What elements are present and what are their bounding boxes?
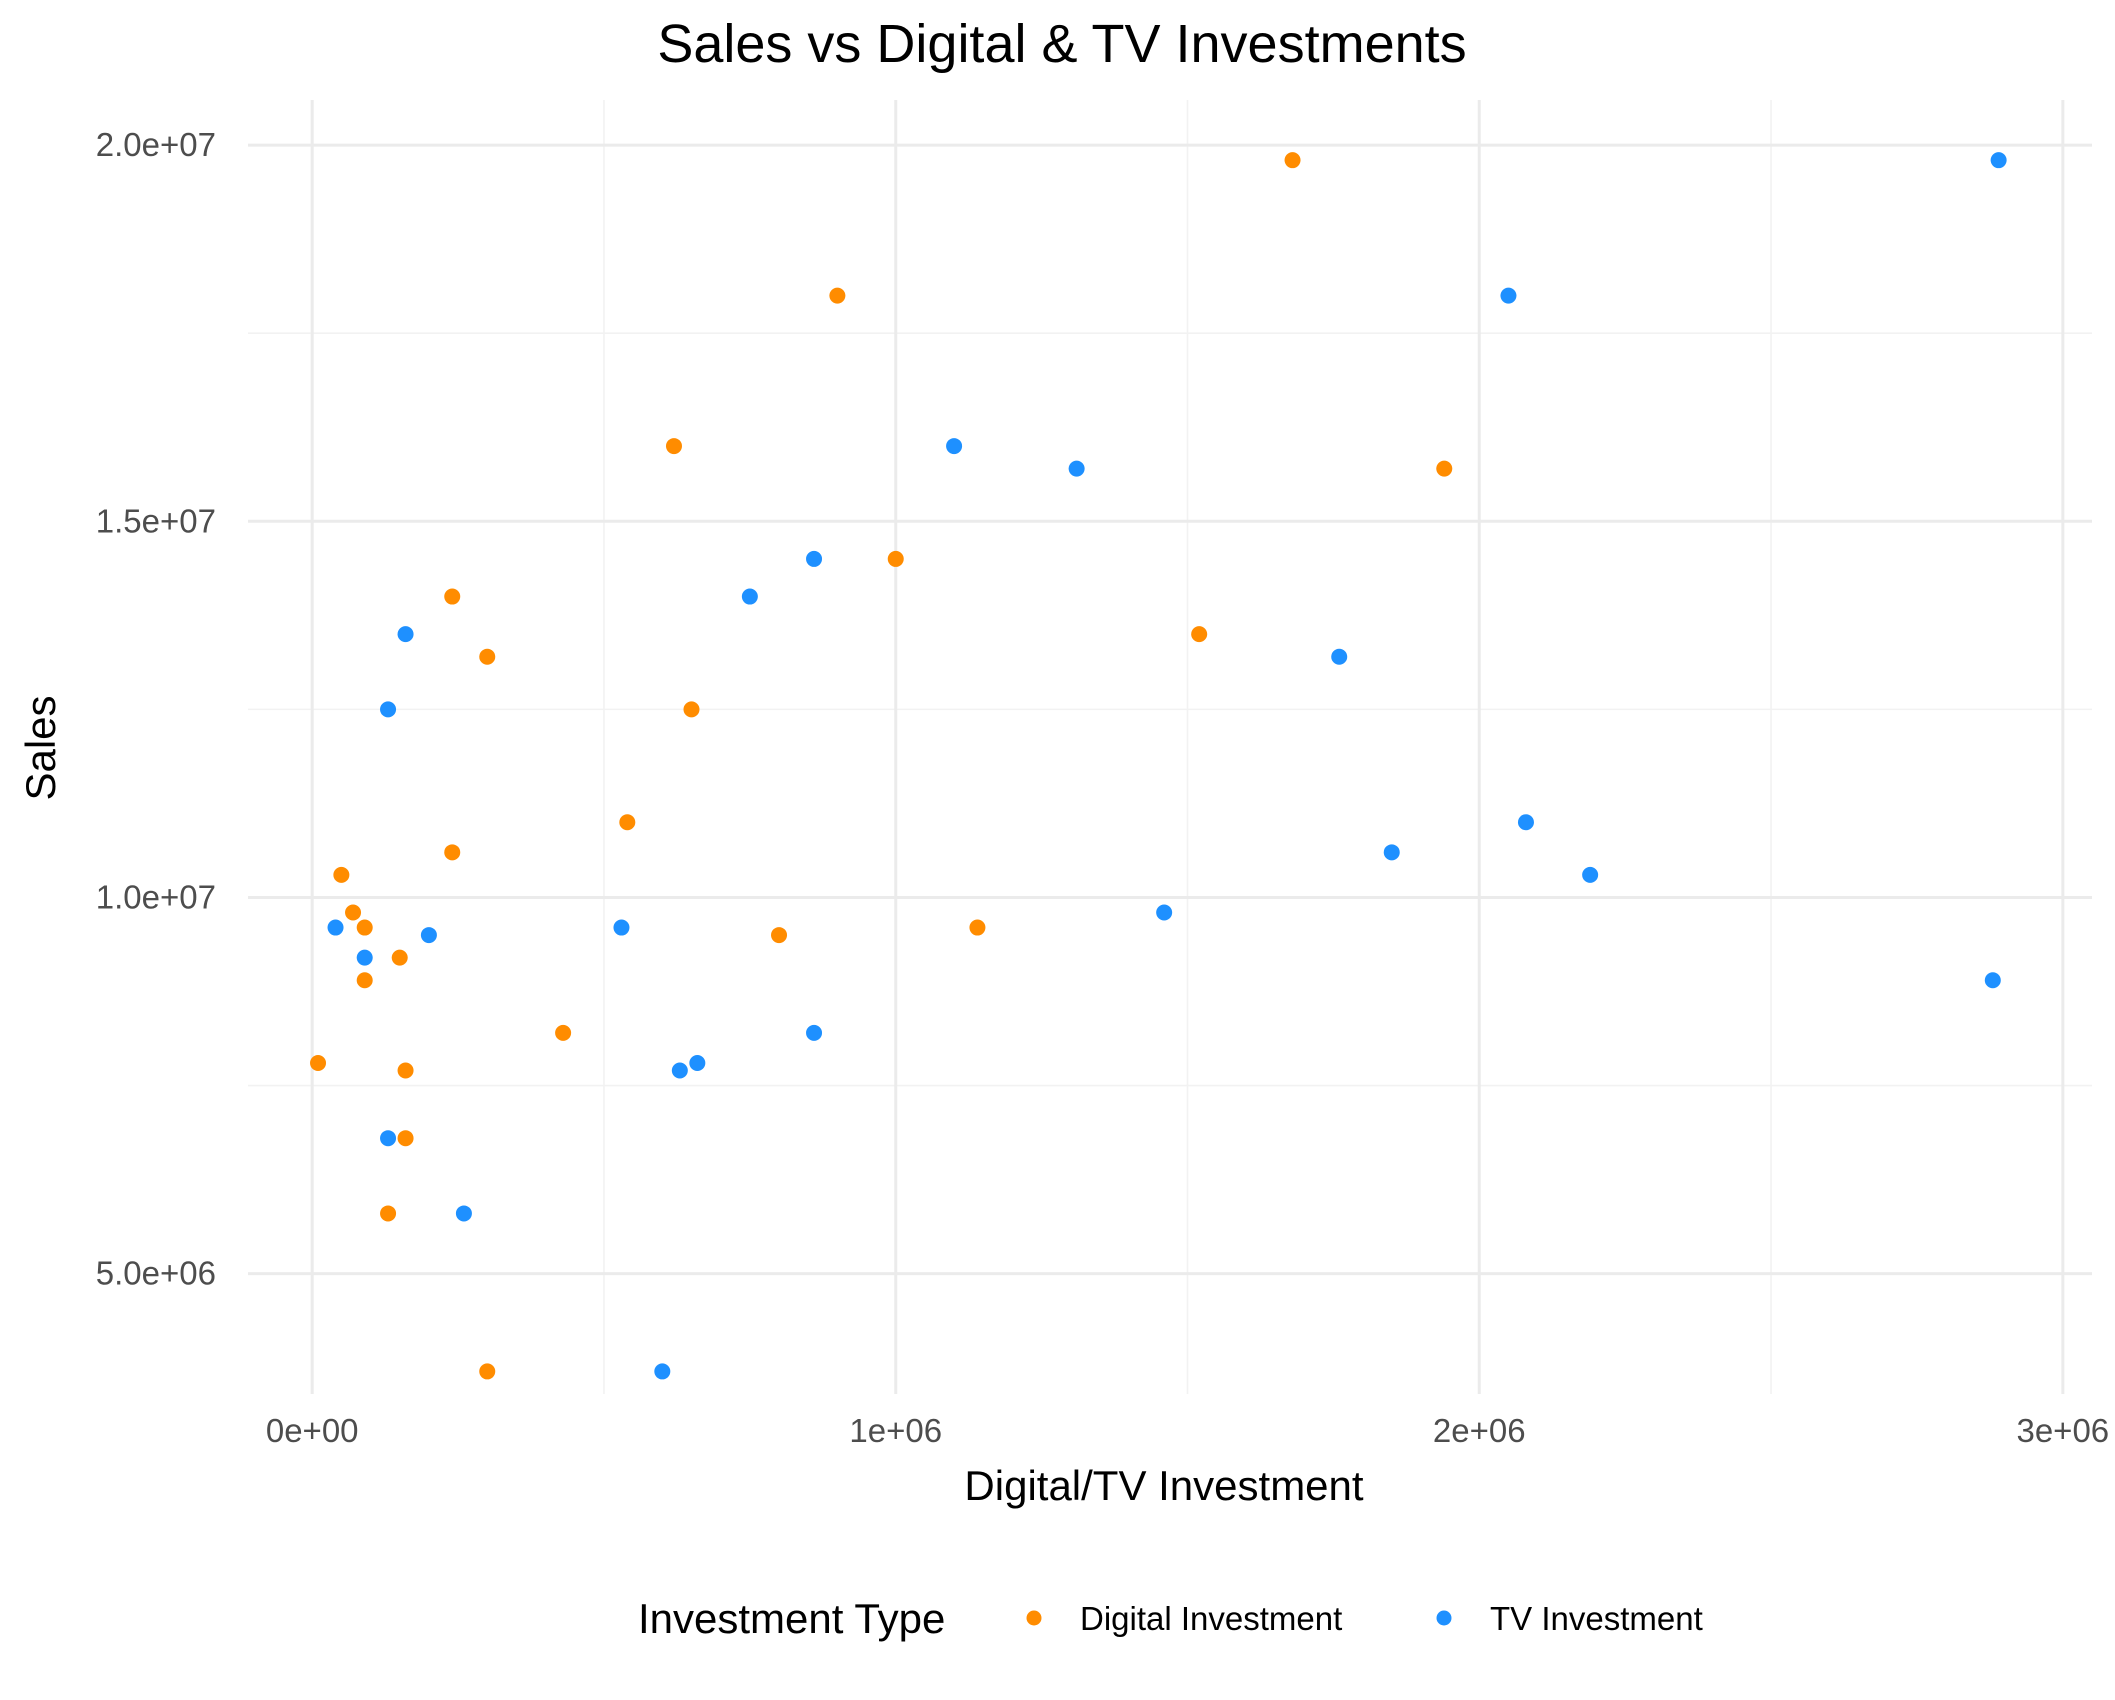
data-point	[1436, 460, 1453, 477]
data-point	[1582, 866, 1599, 883]
data-point	[969, 919, 986, 936]
data-point	[345, 904, 362, 921]
y-tick-label: 1.0e+07	[96, 878, 216, 915]
legend-label: TV Investment	[1490, 1600, 1703, 1637]
data-point	[1990, 152, 2007, 169]
legend-swatch	[1436, 1610, 1452, 1626]
x-tick-label: 2e+06	[1433, 1412, 1526, 1449]
x-axis-ticks: 0e+00 1e+06 2e+06 3e+06	[266, 1412, 2109, 1449]
data-point	[665, 438, 682, 455]
series-tv-investment	[327, 152, 2007, 1380]
data-point	[420, 927, 437, 944]
data-point	[479, 648, 496, 665]
data-point	[1156, 904, 1173, 921]
data-point	[671, 1062, 688, 1079]
data-point	[391, 949, 408, 966]
data-point	[356, 972, 373, 989]
legend: Investment Type Digital Investment TV Inv…	[638, 1595, 1703, 1642]
legend-items: Digital Investment TV Investment	[1026, 1600, 1703, 1637]
chart-title: Sales vs Digital & TV Investments	[657, 14, 1466, 74]
data-point	[689, 1054, 706, 1071]
data-point	[1383, 844, 1400, 861]
data-point	[887, 550, 904, 567]
data-point	[333, 866, 350, 883]
x-axis-title: Digital/TV Investment	[964, 1462, 1363, 1509]
data-point	[1500, 287, 1517, 304]
data-point	[683, 701, 700, 718]
y-axis-title: Sales	[17, 695, 64, 800]
y-tick-label: 2.0e+07	[96, 126, 216, 163]
x-tick-label: 0e+00	[266, 1412, 359, 1449]
gridlines	[248, 100, 2092, 1394]
data-point	[327, 919, 344, 936]
data-point	[829, 287, 846, 304]
legend-label: Digital Investment	[1080, 1600, 1342, 1637]
data-point	[654, 1363, 671, 1380]
data-point	[946, 438, 963, 455]
y-axis-ticks: 5.0e+06 1.0e+07 1.5e+07 2.0e+07	[96, 126, 216, 1291]
data-point	[479, 1363, 496, 1380]
data-point	[380, 1130, 397, 1147]
data-point	[1191, 626, 1208, 643]
series-digital-investment	[310, 152, 1453, 1380]
data-point	[380, 701, 397, 718]
data-point	[771, 927, 788, 944]
data-point	[444, 588, 461, 605]
data-point	[356, 919, 373, 936]
data-point	[1068, 460, 1085, 477]
data-point	[455, 1205, 472, 1222]
data-point	[619, 814, 636, 831]
data-point	[1331, 648, 1348, 665]
data-point	[806, 1024, 823, 1041]
data-points	[310, 152, 2007, 1380]
data-point	[1517, 814, 1534, 831]
data-point	[380, 1205, 397, 1222]
y-tick-label: 1.5e+07	[96, 502, 216, 539]
data-point	[397, 626, 414, 643]
x-tick-label: 3e+06	[2016, 1412, 2109, 1449]
legend-title: Investment Type	[638, 1595, 945, 1642]
data-point	[741, 588, 758, 605]
data-point	[555, 1024, 572, 1041]
data-point	[1284, 152, 1301, 169]
data-point	[356, 949, 373, 966]
data-point	[613, 919, 630, 936]
legend-swatch	[1026, 1610, 1042, 1626]
data-point	[1984, 972, 2001, 989]
y-tick-label: 5.0e+06	[96, 1255, 216, 1292]
data-point	[397, 1062, 414, 1079]
data-point	[310, 1054, 327, 1071]
data-point	[444, 844, 461, 861]
x-tick-label: 1e+06	[849, 1412, 942, 1449]
data-point	[397, 1130, 414, 1147]
plot-area	[248, 100, 2092, 1394]
data-point	[806, 550, 823, 567]
